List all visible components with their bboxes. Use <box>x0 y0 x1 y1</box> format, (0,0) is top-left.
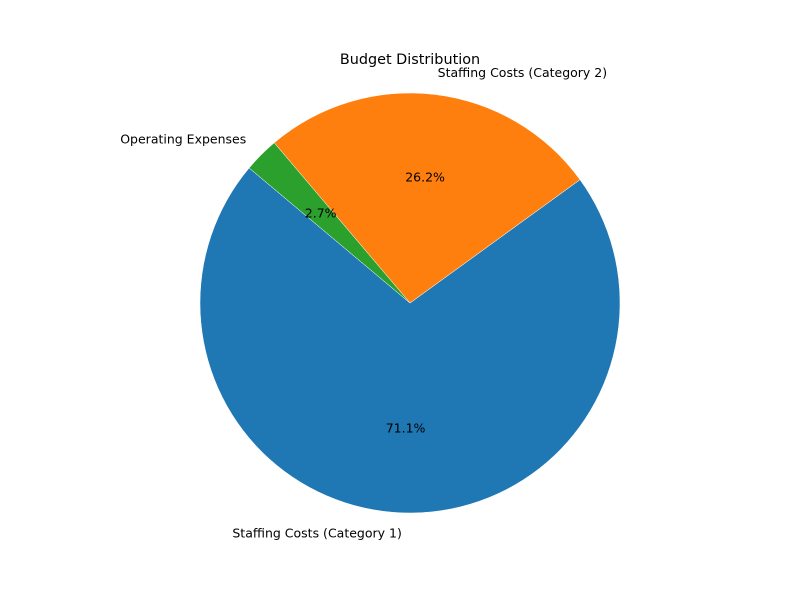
pie-slice <box>273 92 581 304</box>
slice-category-label: Staffing Costs (Category 2) <box>438 65 607 80</box>
chart-title: Budget Distribution <box>340 52 480 68</box>
slice-category-label: Staffing Costs (Category 1) <box>232 525 401 540</box>
slice-percent-label: 26.2% <box>405 169 445 184</box>
pie-slice <box>199 167 621 514</box>
slice-percent-label: 71.1% <box>386 420 426 435</box>
pie-slice <box>248 142 411 304</box>
slice-percent-label: 2.7% <box>305 206 337 221</box>
slice-category-label: Operating Expenses <box>120 132 246 147</box>
pie-labels: Staffing Costs (Category 1) 71.1% Staffing… <box>120 65 607 540</box>
pie-slices <box>199 92 621 514</box>
